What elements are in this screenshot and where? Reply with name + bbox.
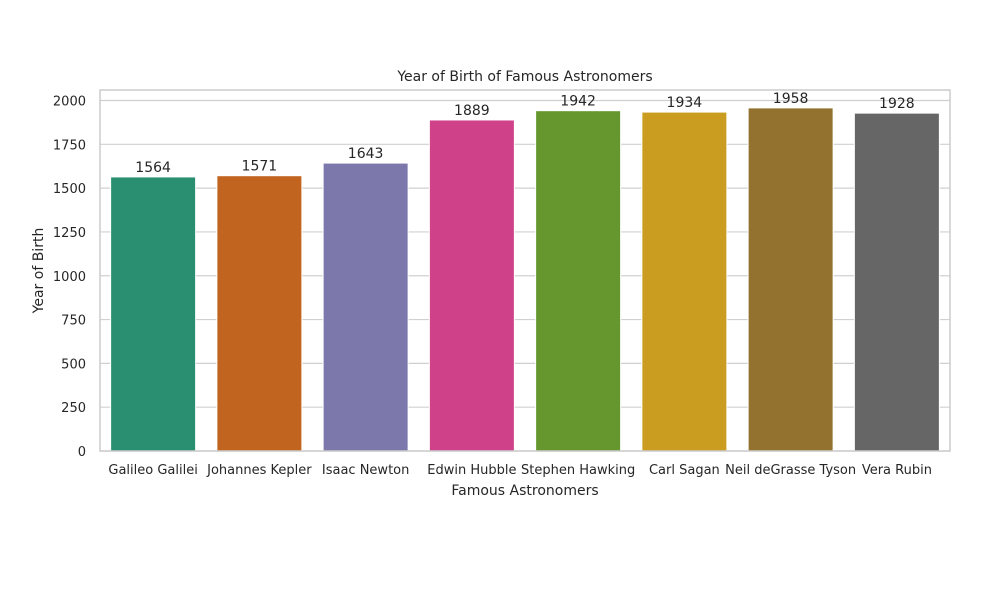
y-tick-label: 500 bbox=[61, 357, 86, 372]
bar bbox=[535, 110, 622, 452]
y-axis-label: Year of Birth bbox=[31, 228, 47, 315]
x-tick-label: Neil deGrasse Tyson bbox=[725, 463, 856, 478]
x-tick-label: Stephen Hawking bbox=[521, 463, 635, 478]
data-label: 1958 bbox=[773, 91, 809, 107]
bar bbox=[747, 107, 834, 452]
y-tick-label: 1000 bbox=[53, 270, 86, 285]
bar bbox=[110, 176, 197, 452]
x-tick-label: Isaac Newton bbox=[322, 463, 409, 478]
y-tick-label: 0 bbox=[78, 445, 86, 460]
bar bbox=[641, 111, 728, 452]
bar bbox=[216, 175, 303, 452]
data-label: 1571 bbox=[242, 159, 278, 175]
bar bbox=[853, 112, 940, 452]
y-tick-label: 250 bbox=[61, 401, 86, 416]
y-tick-label: 1500 bbox=[53, 182, 86, 197]
x-tick-label: Johannes Kepler bbox=[206, 463, 312, 478]
x-tick-labels: Galileo Galilei Johannes Kepler Isaac Newt… bbox=[108, 463, 932, 478]
x-tick-label: Edwin Hubble bbox=[427, 463, 516, 478]
data-label: 1564 bbox=[135, 160, 171, 176]
y-tick-label: 1250 bbox=[53, 226, 86, 241]
y-tick-label: 750 bbox=[61, 314, 86, 329]
data-labels: 1564 1571 1643 1889 1942 1934 1958 1928 bbox=[135, 91, 914, 176]
x-tick-label: Galileo Galilei bbox=[108, 463, 197, 478]
chart-title: Year of Birth of Famous Astronomers bbox=[396, 69, 652, 85]
data-label: 1934 bbox=[667, 95, 703, 111]
x-tick-label: Carl Sagan bbox=[649, 463, 720, 478]
bar bbox=[322, 162, 409, 452]
data-label: 1928 bbox=[879, 96, 915, 112]
plot-frame bbox=[99, 89, 951, 452]
y-tick-label: 1750 bbox=[53, 138, 86, 153]
data-label: 1643 bbox=[348, 146, 384, 162]
y-tick-label: 2000 bbox=[53, 95, 86, 110]
bar bbox=[428, 119, 515, 452]
x-tick-label: Vera Rubin bbox=[862, 463, 932, 478]
data-label: 1889 bbox=[454, 103, 490, 119]
bars bbox=[110, 107, 940, 452]
y-tick-labels: 0 250 500 750 1000 1250 1500 1750 2000 bbox=[53, 95, 86, 460]
data-label: 1942 bbox=[560, 94, 596, 110]
x-axis-label: Famous Astronomers bbox=[451, 483, 598, 499]
